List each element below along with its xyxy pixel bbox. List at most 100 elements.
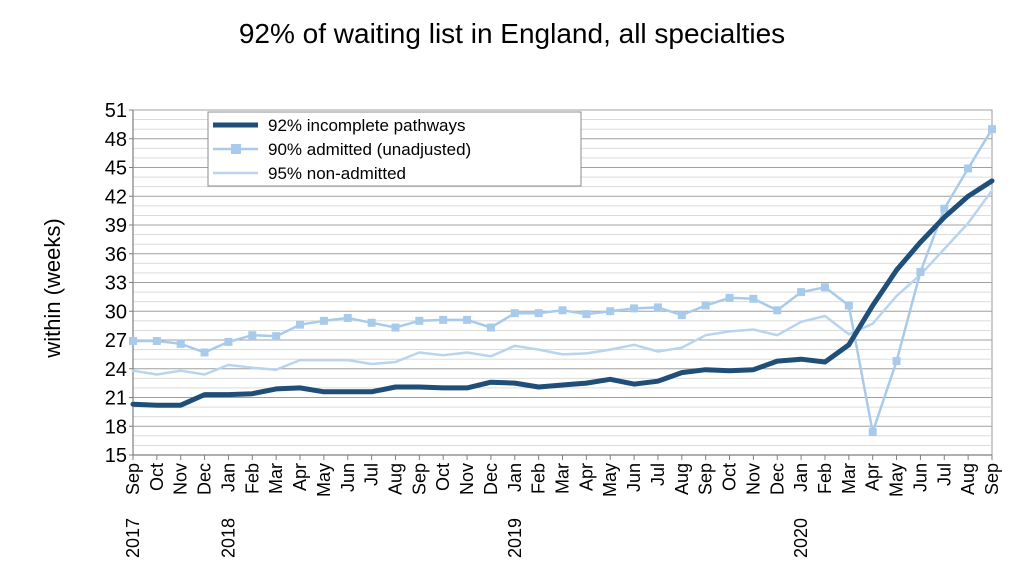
series-group [129,125,996,436]
data-point-marker [797,288,806,297]
x-tick-label: Mar [266,463,286,494]
x-year-label: 2017 [123,518,143,558]
x-tick-label: Jul [934,463,954,486]
data-point-marker [892,357,901,366]
data-point-marker [463,315,472,324]
x-tick-label: Aug [385,463,405,495]
x-tick-label: Dec [767,463,787,495]
series-line [130,178,995,408]
x-tick-label: Jun [910,463,930,492]
data-point-marker [964,164,973,173]
x-tick-label: Jun [624,463,644,492]
legend-label: 95% non-admitted [268,164,406,183]
x-year-label: 2020 [791,518,811,558]
data-point-marker [988,125,996,134]
x-tick-label: Aug [672,463,692,495]
data-point-marker [749,294,758,303]
data-point-marker [248,331,257,340]
data-point-marker [630,304,639,313]
x-tick-label: Nov [457,463,477,495]
data-point-marker [868,428,877,436]
legend-label: 92% incomplete pathways [268,116,466,135]
y-tick-label: 24 [105,359,127,381]
data-point-marker [844,301,853,310]
y-tick-label: 36 [105,244,127,266]
data-point-marker [606,307,615,316]
x-tick-label: Mar [839,463,859,494]
data-point-marker [200,348,209,357]
y-tick-label: 45 [105,158,127,180]
x-tick-label: Dec [481,463,501,495]
x-tick-label: Apr [290,463,310,491]
legend-marker [231,144,241,154]
x-tick-label: Jul [648,463,668,486]
x-tick-label: Mar [553,463,573,494]
x-tick-label: Feb [242,463,262,494]
data-point-marker [701,301,710,310]
data-point-marker [820,283,829,292]
y-tick-label: 27 [105,330,127,352]
data-point-marker [224,337,233,346]
y-tick-label: 51 [105,100,127,122]
legend-box [207,111,582,187]
data-point-marker [534,309,543,318]
data-point-marker [558,306,567,315]
data-point-marker [272,332,281,341]
chart-title: 92% of waiting list in England, all spec… [238,18,786,49]
data-point-marker [653,303,662,312]
data-point-marker [773,306,782,315]
data-point-marker [486,323,495,332]
x-tick-label: Jan [791,463,811,492]
data-point-marker [677,311,686,320]
x-tick-label: Oct [433,463,453,491]
data-point-marker [940,204,949,213]
x-tick-label: Oct [720,463,740,491]
x-tick-label: Jan [218,463,238,492]
y-tick-label: 15 [105,445,127,467]
x-tick-label: Sep [409,463,429,495]
data-point-marker [343,313,352,322]
data-point-marker [391,323,400,332]
x-tick-label: Apr [576,463,596,491]
y-axis-label: within (weeks) [40,218,65,358]
x-tick-label: Feb [815,463,835,494]
x-year-label: 2019 [505,518,525,558]
y-tick-label: 48 [105,129,127,151]
x-tick-label: Oct [147,463,167,491]
x-tick-label: Sep [982,463,1002,495]
x-tick-label: Sep [696,463,716,495]
y-tick-label: 18 [105,416,127,438]
y-tick-label: 30 [105,301,127,323]
x-tick-label: Apr [863,463,883,491]
y-tick-label: 33 [105,273,127,295]
y-tick-label: 42 [105,186,127,208]
y-tick-label: 39 [105,215,127,237]
data-point-marker [439,315,448,324]
x-tick-label: Aug [958,463,978,495]
data-point-marker [725,293,734,302]
series-line [131,189,994,376]
x-tick-label: Dec [195,463,215,495]
data-point-marker [129,336,137,345]
data-point-marker [367,318,376,327]
x-tick-label: Jul [362,463,382,486]
data-point-marker [319,316,328,325]
x-tick-label: May [314,463,334,497]
data-point-marker [415,316,424,325]
y-tick-label: 21 [105,388,127,410]
x-tick-label: Nov [171,463,191,495]
data-point-marker [152,336,161,345]
x-tick-label: May [600,463,620,497]
data-point-marker [582,310,591,319]
data-point-marker [296,320,305,329]
data-point-marker [916,267,925,276]
x-year-label: 2018 [218,518,238,558]
x-tick-label: Feb [529,463,549,494]
data-point-marker [510,309,519,318]
data-point-marker [176,339,185,348]
x-tick-label: Jun [338,463,358,492]
legend-label: 90% admitted (unadjusted) [268,140,471,159]
x-tick-label: May [887,463,907,497]
